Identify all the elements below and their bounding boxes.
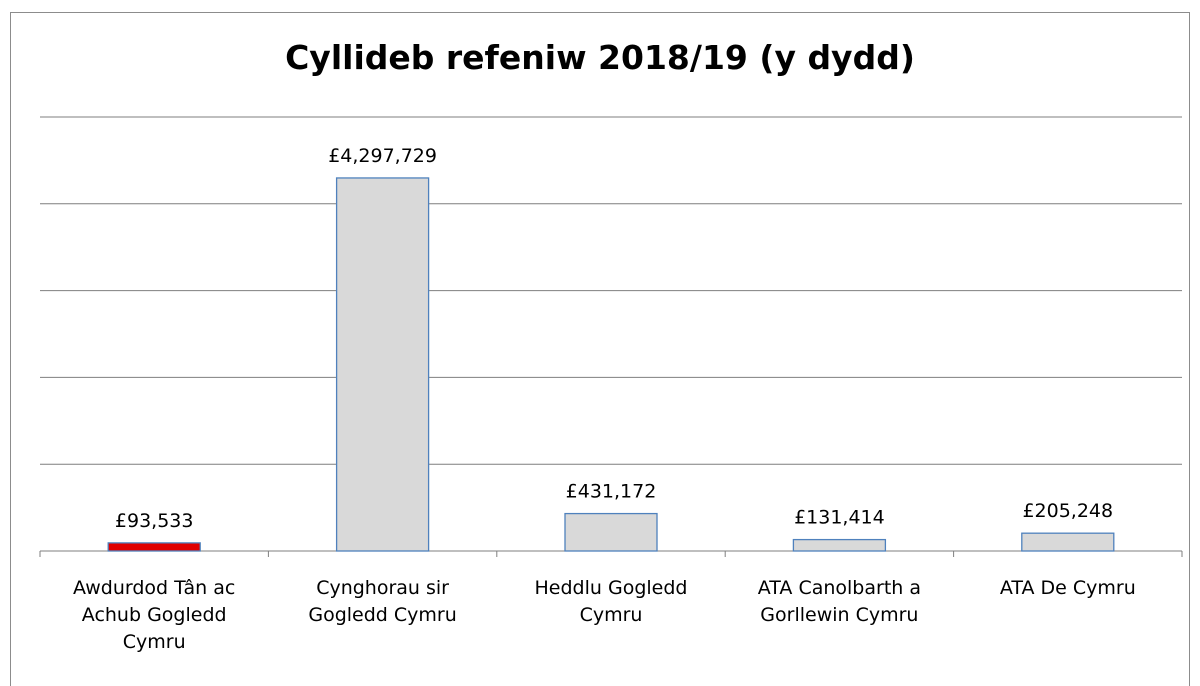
bar-2 [564,512,658,552]
category-label-2: Heddlu Gogledd Cymru [506,575,716,629]
category-label-1: Cynghorau sir Gogledd Cymru [278,575,488,629]
category-label-line: ATA De Cymru [999,577,1136,599]
category-label-line: Cymru [122,631,186,653]
category-label-line: Cymru [579,604,643,626]
data-label-3: £131,414 [794,507,885,529]
category-label-line: Achub Gogledd [81,604,227,626]
category-label-line: Gogledd Cymru [308,604,457,626]
bar-3 [792,538,887,552]
category-label-line: Heddlu Gogledd [534,577,688,599]
category-label-line: Gorllewin Cymru [760,604,919,626]
category-label-line: ATA Canolbarth a [757,577,922,599]
data-label-2: £431,172 [566,481,657,503]
chart-title: Cyllideb refeniw 2018/19 (y dydd) [285,38,915,77]
category-label-line: Cynghorau sir [316,577,449,599]
data-label-0: £93,533 [115,510,194,532]
bar-4 [1021,532,1115,552]
data-label-4: £205,248 [1022,500,1113,522]
bar-1 [335,177,430,552]
category-label-line: Awdurdod Tân ac [73,577,236,599]
category-label-3: ATA Canolbarth a Gorllewin Cymru [734,575,944,629]
bar-0 [107,542,201,552]
data-label-1: £4,297,729 [328,145,437,167]
category-label-0: Awdurdod Tân ac Achub Gogledd Cymru [49,575,259,656]
category-label-4: ATA De Cymru [963,575,1173,602]
chart-frame [10,12,1190,686]
